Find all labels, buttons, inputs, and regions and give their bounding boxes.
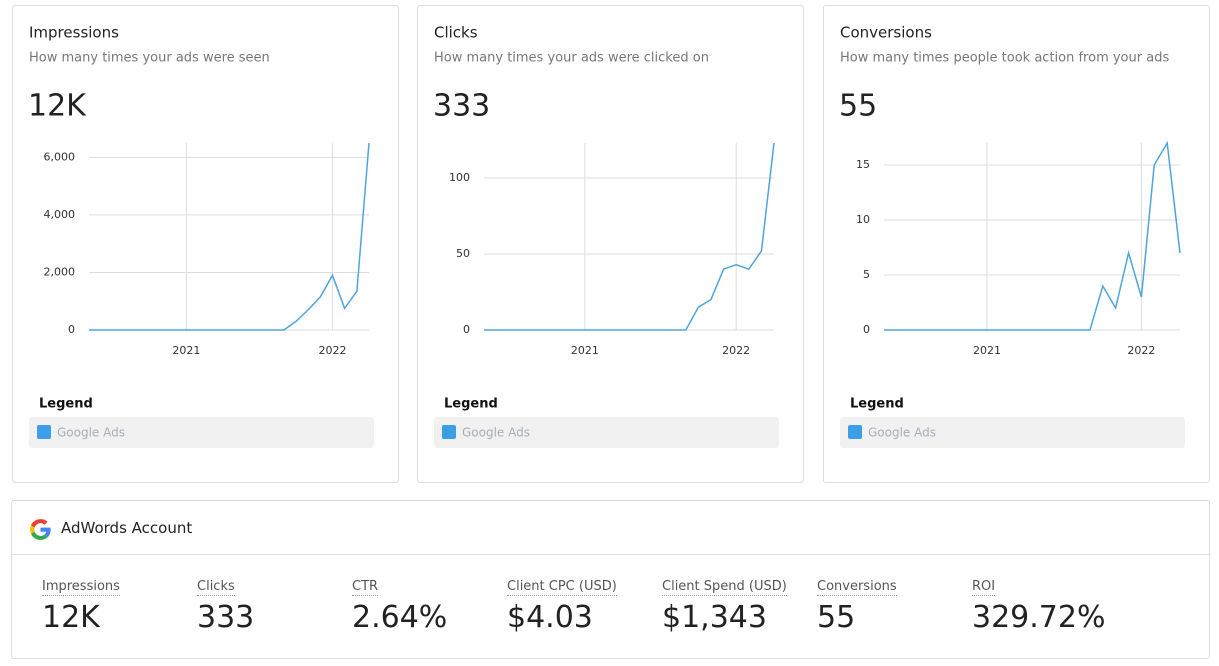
stat-value: 12K [42, 600, 100, 635]
chart-subtitle: How many times your ads were clicked on [434, 51, 709, 66]
legend-title: Legend [39, 397, 93, 412]
legend-label: Google Ads [462, 426, 530, 440]
y-tick-label: 10 [856, 213, 870, 226]
chart-card: Clicks How many times your ads were click… [417, 5, 804, 483]
stat-label: Clicks [197, 579, 235, 596]
chart-title: Conversions [840, 24, 932, 42]
stat: Clicks 333 [197, 575, 254, 635]
chart-subtitle: How many times people took action from y… [840, 51, 1169, 66]
legend-swatch [37, 425, 51, 439]
y-tick-label: 5 [863, 268, 870, 281]
series-line [884, 140, 1181, 331]
y-tick-label: 100 [449, 171, 470, 184]
x-tick-label: 2022 [722, 344, 750, 357]
stat: Conversions 55 [817, 575, 897, 635]
google-logo [30, 519, 51, 540]
chart-card: Impressions How many times your ads were … [12, 5, 399, 483]
stat-value: 333 [197, 600, 255, 635]
legend-box [434, 417, 779, 448]
y-tick-label: 6,000 [44, 150, 76, 163]
y-tick-label: 15 [856, 158, 870, 171]
y-tick-label: 4,000 [44, 208, 76, 221]
stat: Client Spend (USD) $1,343 [662, 575, 787, 635]
chart-title: Impressions [29, 24, 119, 42]
chart-total: 55 [839, 89, 877, 124]
account-header: AdWords Account [12, 501, 1209, 555]
y-tick-label: 0 [863, 323, 870, 336]
stat: Client CPC (USD) $4.03 [507, 575, 617, 635]
y-tick-label: 0 [68, 323, 75, 336]
stat-value: 329.72% [972, 600, 1106, 635]
legend-label: Google Ads [868, 426, 936, 440]
stat-label: ROI [972, 579, 996, 596]
stat-label: Client Spend (USD) [662, 579, 787, 596]
stat-label: Client CPC (USD) [507, 579, 617, 596]
chart: Clicks How many times your ads were click… [433, 24, 779, 448]
stat: CTR 2.64% [352, 575, 447, 635]
chart-total: 333 [433, 89, 490, 124]
chart-title: Clicks [434, 24, 478, 42]
series-line [89, 142, 370, 331]
legend-swatch [848, 425, 862, 439]
legend-label: Google Ads [57, 426, 125, 440]
x-tick-label: 2021 [172, 344, 200, 357]
x-tick-label: 2021 [973, 344, 1001, 357]
stat-value: $1,343 [662, 600, 767, 635]
legend-title: Legend [444, 397, 498, 412]
stat-label: CTR [352, 579, 379, 596]
stat-label: Conversions [817, 579, 897, 596]
y-tick-label: 0 [463, 323, 470, 336]
y-tick-label: 2,000 [44, 265, 76, 278]
account-title: AdWords Account [61, 519, 193, 537]
legend-title: Legend [850, 397, 904, 412]
stat-label: Impressions [42, 579, 120, 596]
stat: Impressions 12K [42, 575, 120, 635]
legend-box [29, 417, 374, 448]
legend-box [840, 417, 1185, 448]
stat: ROI 329.72% [972, 575, 1105, 635]
x-tick-label: 2022 [318, 344, 346, 357]
stat-value: 55 [817, 600, 856, 635]
chart: Impressions How many times your ads were … [28, 24, 374, 448]
chart-card: Conversions How many times people took ac… [823, 5, 1210, 483]
account-panel: AdWords Account Impressions 12K Clicks 333 C… [11, 500, 1210, 659]
stat-value: 2.64% [352, 600, 448, 635]
y-tick-label: 50 [456, 247, 470, 260]
chart: Conversions How many times people took ac… [839, 24, 1185, 448]
stat-value: $4.03 [507, 600, 593, 635]
x-tick-label: 2022 [1127, 344, 1155, 357]
chart-total: 12K [28, 89, 87, 124]
chart-subtitle: How many times your ads were seen [29, 51, 270, 66]
x-tick-label: 2021 [571, 344, 599, 357]
legend-swatch [442, 425, 456, 439]
series-line [484, 142, 775, 331]
